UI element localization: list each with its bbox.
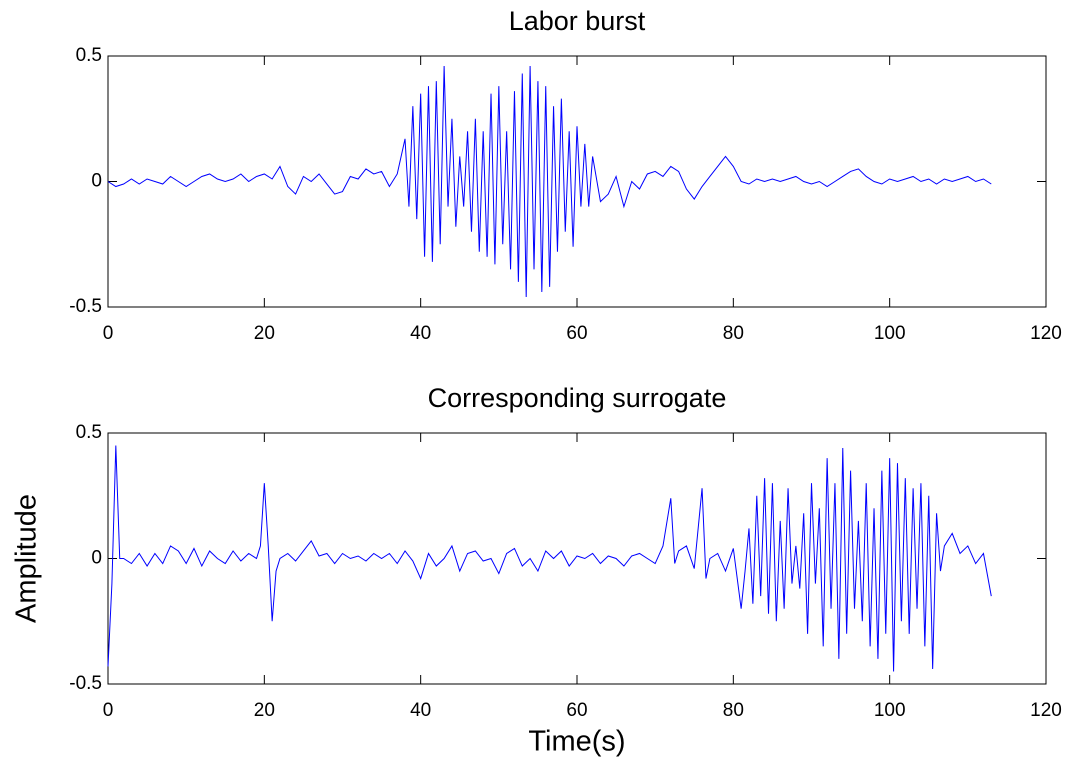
x-tick-label: 0: [103, 700, 114, 721]
y-tick-label: 0.5: [76, 45, 102, 66]
y-tick-label: 0: [91, 548, 102, 569]
x-tick-label: 80: [723, 700, 744, 721]
data-line: [107, 66, 992, 297]
x-tick-label: 120: [1030, 700, 1062, 721]
x-axis-label: Time(s): [528, 726, 625, 758]
x-tick-label: 80: [723, 323, 744, 344]
x-tick-label: 60: [566, 700, 587, 721]
x-tick-label: 20: [254, 323, 275, 344]
y-axis-label: Amplitude: [11, 494, 43, 623]
data-line: [107, 445, 992, 672]
axes-box: [107, 432, 1047, 685]
chart-title: Labor burst: [509, 6, 646, 36]
y-tick-label: 0: [91, 171, 102, 192]
x-tick-label: 100: [874, 323, 906, 344]
y-tick-label: -0.5: [69, 296, 102, 317]
chart-title: Corresponding surrogate: [428, 383, 727, 413]
x-tick-label: 0: [103, 323, 114, 344]
x-tick-label: 40: [410, 700, 431, 721]
x-tick-label: 100: [874, 700, 906, 721]
x-tick-label: 40: [410, 323, 431, 344]
x-tick-label: 60: [566, 323, 587, 344]
axes-box: [107, 55, 1047, 308]
y-tick-label: 0.5: [76, 422, 102, 443]
x-tick-label: 120: [1030, 323, 1062, 344]
x-tick-label: 20: [254, 700, 275, 721]
y-tick-label: -0.5: [69, 673, 102, 694]
